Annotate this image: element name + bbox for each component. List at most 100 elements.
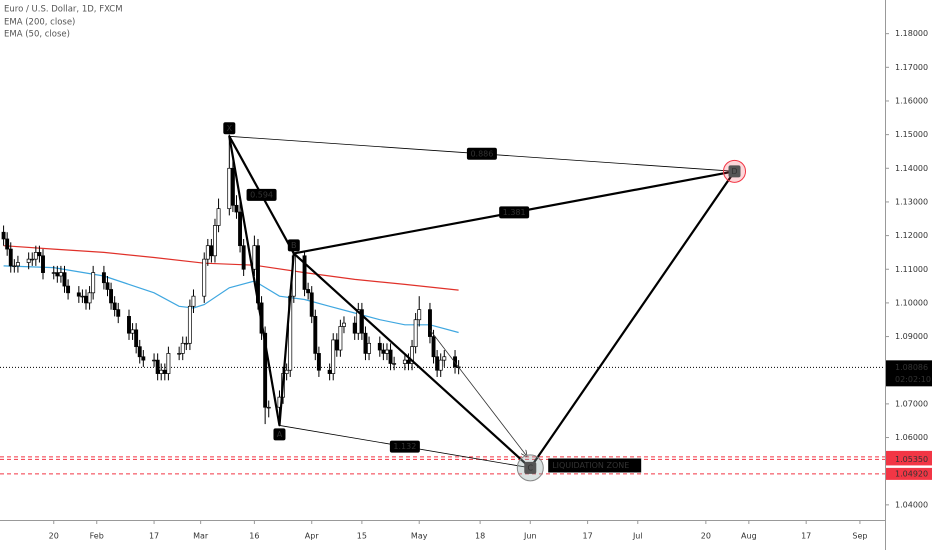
candle-body	[334, 339, 339, 351]
candle-body	[417, 309, 422, 321]
ratio-label-box	[246, 188, 277, 201]
point-label-box	[273, 428, 286, 441]
candle-body	[406, 359, 411, 364]
candle-body	[134, 329, 139, 348]
legend-entry: EMA (50, close)	[4, 30, 70, 40]
last-price-box	[886, 360, 932, 387]
candle-body	[263, 332, 268, 408]
candle-body	[331, 339, 336, 374]
candle-body	[37, 252, 42, 257]
candle-body	[187, 305, 192, 344]
candle-body	[33, 252, 38, 260]
candle-body	[342, 322, 346, 327]
point-label-box	[287, 239, 300, 252]
candle-body	[162, 369, 167, 374]
candle-body	[15, 262, 20, 267]
candle-body	[230, 167, 235, 206]
candle-body	[109, 289, 114, 304]
candle-body	[402, 359, 407, 364]
candle-body	[130, 329, 135, 334]
last-price-label: 1.08086	[895, 363, 928, 372]
y-tick-label: 1.09000	[895, 332, 928, 341]
candle-body	[58, 272, 63, 277]
candle-body	[116, 309, 121, 317]
y-tick-label: 1.07000	[895, 399, 928, 408]
candle-body	[309, 292, 314, 317]
x-tick-label: 20	[701, 532, 711, 541]
candle-body	[438, 359, 443, 371]
x-tick-label: 16	[249, 532, 259, 541]
candle-body	[191, 295, 196, 307]
candle-body	[30, 258, 35, 261]
candle-body	[413, 319, 418, 348]
level-label: 1.04920	[895, 469, 928, 478]
candle-body	[8, 248, 13, 267]
candle-body	[306, 289, 311, 294]
candle-body	[388, 349, 393, 364]
candle-body	[313, 316, 318, 354]
ema-line	[3, 245, 459, 291]
candle-body	[428, 309, 432, 337]
y-tick-label: 1.18000	[895, 29, 928, 38]
candle-body	[392, 363, 397, 365]
candle-body	[316, 353, 321, 371]
x-tick-label: 17	[801, 532, 811, 541]
ratio-label-box	[499, 206, 530, 219]
ratio-label-box	[389, 440, 420, 453]
level-label: 1.05350	[895, 455, 928, 464]
y-tick-label: 1.04000	[895, 500, 928, 509]
candle-body	[227, 167, 232, 210]
level-label-box	[886, 453, 932, 466]
candle-body	[381, 349, 386, 354]
x-tick-label: Jul	[632, 532, 643, 541]
y-tick-label: 1.12000	[895, 231, 928, 240]
plot-area: 0.594 1.132 1.381 0.886 X A B C D LIQUIDATION ZON…	[0, 122, 885, 482]
candle-body	[5, 238, 10, 250]
point-label: C	[527, 463, 533, 472]
axes: 1.18000 1.17000 1.16000 1.15000 1.14000 1.130…	[49, 29, 932, 541]
point-label: A	[277, 430, 283, 439]
x-tick-label: Feb	[90, 532, 104, 541]
pattern-point	[292, 252, 295, 255]
pattern-point	[228, 135, 231, 138]
candle-body	[266, 406, 271, 409]
point-label: D	[731, 167, 737, 176]
candle-body	[377, 342, 382, 351]
x-tick-label: May	[411, 532, 428, 541]
candle-body	[159, 369, 164, 374]
y-tick-label: 1.10000	[895, 298, 928, 307]
candle-body	[26, 258, 31, 263]
ratio-label: 1.381	[503, 208, 526, 217]
candle-body	[385, 349, 389, 354]
ratio-label-box	[466, 147, 497, 160]
countdown-label: 02:02:10	[895, 375, 931, 384]
arrow	[429, 329, 527, 456]
level-label-box	[886, 467, 932, 480]
candle-body	[1, 231, 6, 240]
x-tick-label: Aug	[741, 532, 757, 541]
x-tick-label: Sep	[852, 532, 867, 541]
candle-body	[252, 245, 257, 270]
x-tick-label: 18	[475, 532, 485, 541]
candle-body	[41, 255, 45, 273]
y-tick-label: 1.06000	[895, 433, 928, 442]
candle-body	[352, 322, 357, 334]
candle-body	[302, 255, 307, 290]
candle-body	[105, 282, 110, 290]
x-tick-label: Jun	[523, 532, 537, 541]
candle-body	[101, 272, 106, 284]
candle-body	[66, 285, 71, 294]
candle-body	[184, 342, 189, 345]
ratio-label: 0.594	[250, 190, 273, 199]
candle-body	[442, 356, 447, 361]
candle-body	[127, 316, 131, 334]
legend-entry: EMA (200, close)	[4, 18, 75, 28]
point-label-box	[524, 461, 537, 474]
candle-body	[177, 353, 182, 355]
x-tick-label: 17	[583, 532, 593, 541]
y-tick-label: 1.11000	[895, 265, 928, 274]
x-tick-label: 20	[49, 532, 59, 541]
candle-body	[155, 359, 160, 374]
